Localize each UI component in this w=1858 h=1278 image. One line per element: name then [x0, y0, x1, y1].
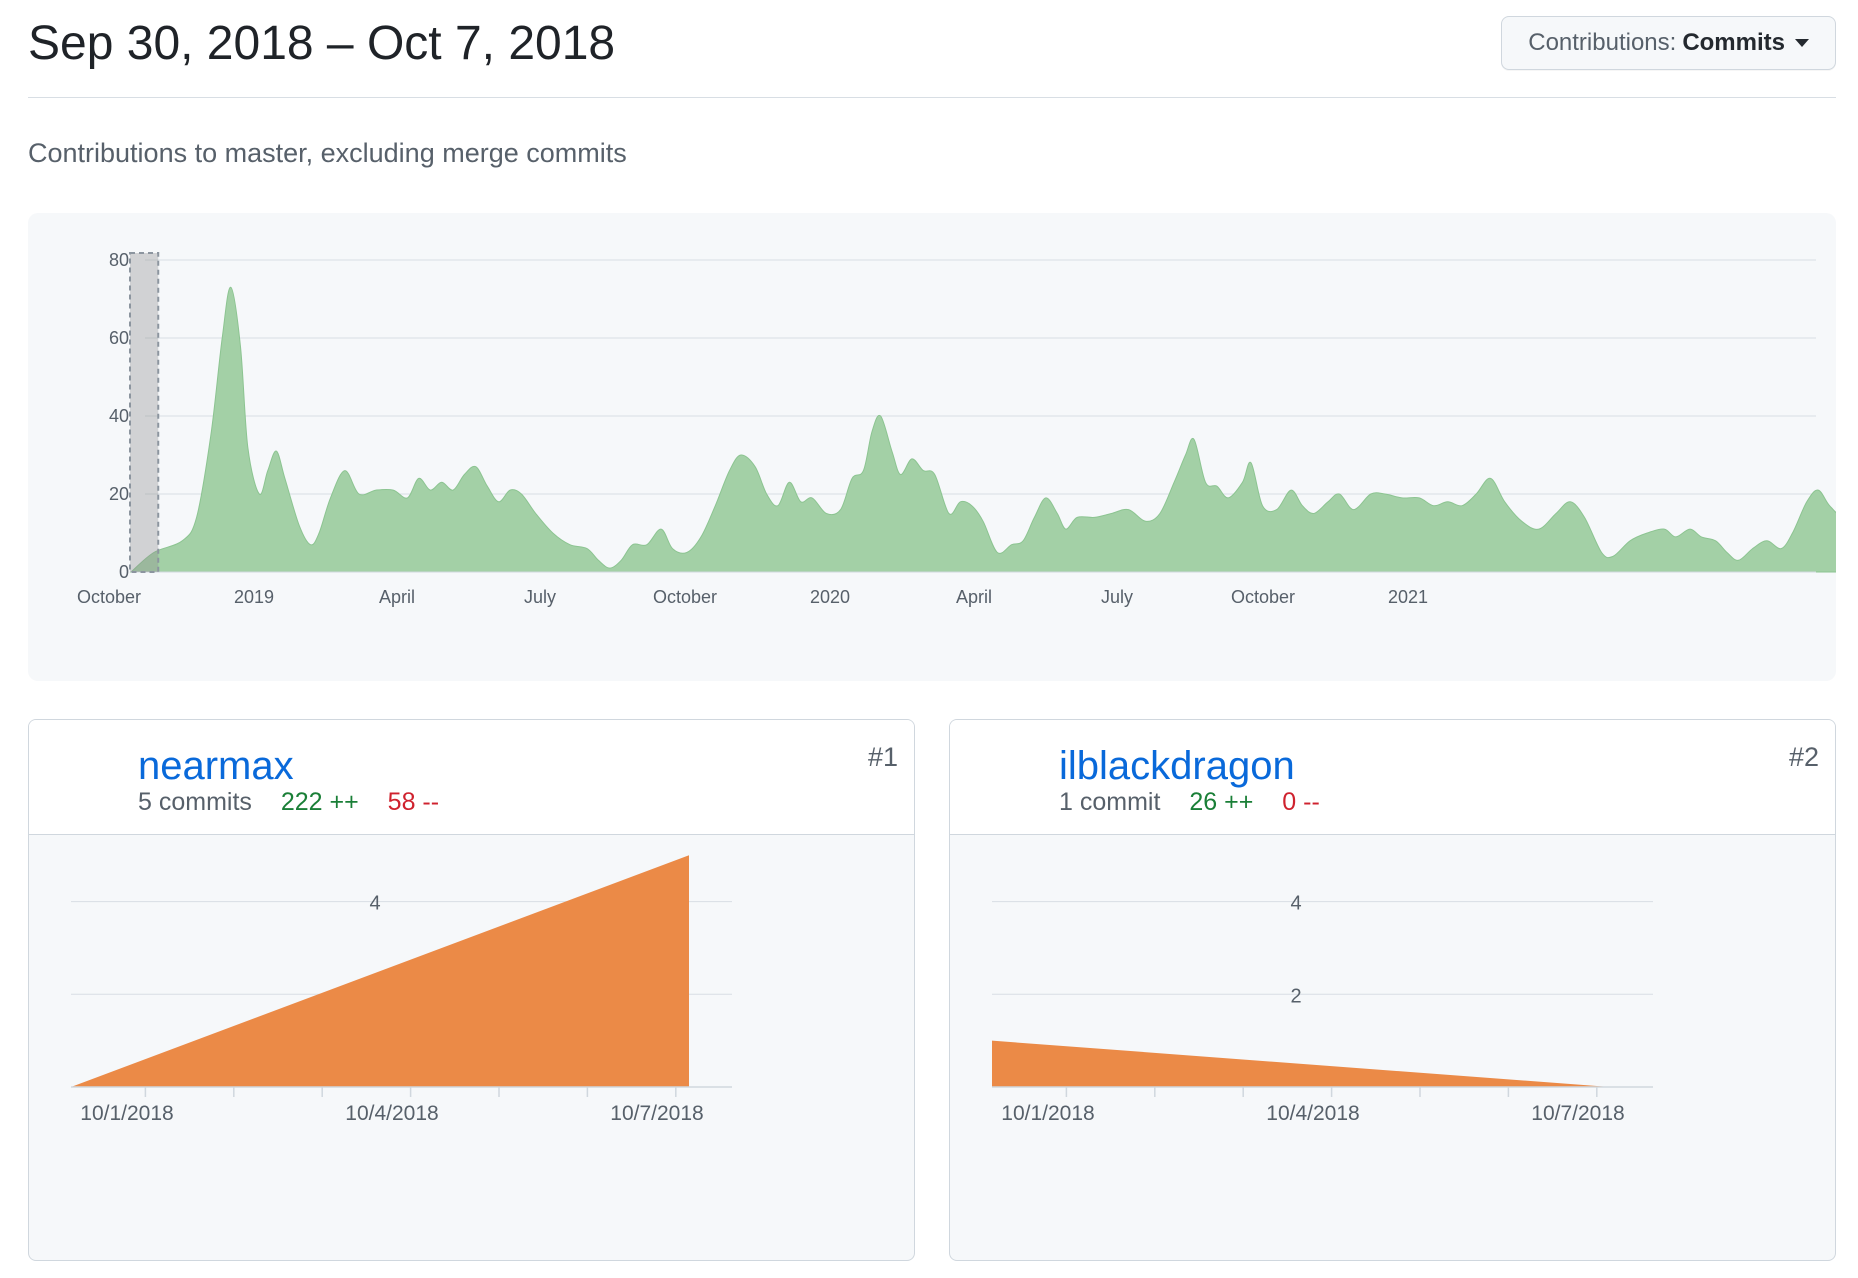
- contributor-name-link[interactable]: nearmax: [138, 744, 294, 788]
- commit-count: 5 commits: [138, 788, 252, 816]
- avatar-nearmax-icon[interactable]: [45, 736, 121, 812]
- x-tick-label: 10/4/2018: [345, 1102, 438, 1125]
- contributor-activity-chart[interactable]: 2 4 10/1/2018 10/4/2018 10/7/2018: [950, 834, 1835, 1261]
- x-tick-label: July: [1101, 587, 1133, 607]
- commit-area: [992, 1040, 1610, 1087]
- x-tick-label: July: [524, 587, 556, 607]
- y-tick-label: 2: [1290, 985, 1301, 1007]
- additions-count: 26 ++: [1189, 788, 1254, 816]
- x-tick-label: 2021: [1388, 587, 1428, 607]
- contributor-rank: #2: [1788, 742, 1819, 772]
- x-tick-label: 10/1/2018: [80, 1102, 173, 1125]
- selection-brush: [129, 252, 160, 573]
- x-tick-label: 10/7/2018: [610, 1102, 703, 1125]
- x-tick-label: October: [653, 587, 717, 607]
- x-tick-label: 10/7/2018: [1531, 1102, 1624, 1125]
- contributor-stats: 5 commits 222 ++ 58 --: [138, 788, 439, 817]
- y-tick-label: 80: [109, 250, 129, 270]
- page-title: Sep 30, 2018 – Oct 7, 2018: [28, 17, 616, 70]
- overview-chart-svg[interactable]: 0 20 40 60 80 October 2019 April July October 2020…: [28, 213, 1836, 681]
- x-tick-label: 10/1/2018: [1001, 1102, 1094, 1125]
- y-tick-label: 4: [369, 893, 380, 915]
- deletions-count: 58 --: [387, 788, 440, 816]
- contributions-value: Commits: [1682, 29, 1785, 56]
- additions-count: 222 ++: [280, 788, 359, 816]
- contributions-dropdown-button[interactable]: Contributions: Commits: [1501, 16, 1836, 70]
- contributor-rank: #1: [867, 742, 898, 772]
- page-header: Sep 30, 2018 – Oct 7, 2018 Contributions…: [28, 0, 1836, 98]
- overview-chart[interactable]: 0 20 40 60 80 October 2019 April July October 2020…: [28, 213, 1836, 681]
- contributor-stats: 1 commit 26 ++ 0 --: [1059, 788, 1320, 817]
- x-tick-label: October: [1231, 587, 1295, 607]
- x-tick-label: April: [379, 587, 415, 607]
- contribution-area: [129, 286, 1836, 573]
- contributor-card: nearmax 5 commits 222 ++ 58 -- #1 4 10/1/…: [28, 719, 915, 1261]
- y-tick-label: 0: [119, 562, 129, 582]
- y-tick-label: 40: [109, 406, 129, 426]
- x-tick-label: 10/4/2018: [1266, 1102, 1359, 1125]
- contributor-card-header: nearmax 5 commits 222 ++ 58 -- #1: [29, 720, 914, 835]
- commit-count: 1 commit: [1059, 788, 1161, 816]
- caret-down-icon: [1795, 39, 1809, 47]
- y-tick-label: 20: [109, 484, 129, 504]
- x-tick-label: 2020: [810, 587, 850, 607]
- commit-area: [71, 855, 689, 1087]
- y-tick-label: 4: [1290, 893, 1301, 915]
- contributions-prefix: Contributions:: [1528, 29, 1677, 56]
- deletions-count: 0 --: [1282, 788, 1320, 816]
- y-tick-label: 60: [109, 328, 129, 348]
- contributor-activity-chart[interactable]: 4 10/1/2018 10/4/2018 10/7/2018: [29, 834, 914, 1261]
- avatar-ilblackdragon-icon[interactable]: [966, 736, 1042, 812]
- x-tick-label: October: [77, 587, 141, 607]
- contributor-card-header: ilblackdragon 1 commit 26 ++ 0 -- #2: [950, 720, 1835, 835]
- contributor-card: ilblackdragon 1 commit 26 ++ 0 -- #2 2 4 1…: [949, 719, 1836, 1261]
- x-tick-label: 2019: [234, 587, 274, 607]
- x-tick-label: April: [956, 587, 992, 607]
- contributor-name-link[interactable]: ilblackdragon: [1059, 744, 1295, 788]
- chart-subtitle: Contributions to master, excluding merge…: [28, 138, 627, 168]
